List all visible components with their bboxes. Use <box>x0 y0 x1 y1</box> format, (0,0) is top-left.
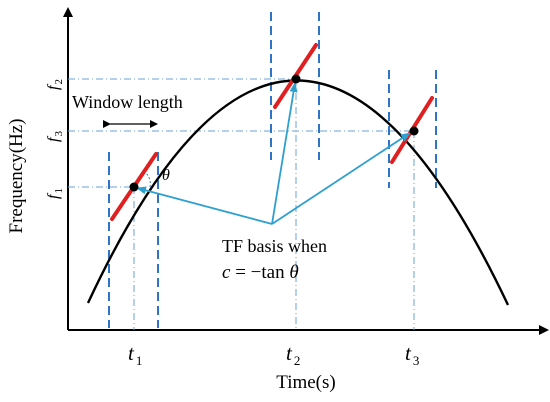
y-tick-f3: f3 <box>45 131 65 142</box>
x-axis-label: Time(s) <box>276 372 335 393</box>
theta-label: θ <box>162 167 170 184</box>
window-lines <box>108 12 437 328</box>
window-length-label: Window length <box>72 92 183 112</box>
point-t1 <box>129 182 139 192</box>
theta-arc <box>144 171 151 188</box>
y-tick-f1: f1 <box>45 188 65 199</box>
tf-points <box>129 74 419 192</box>
point-t2 <box>291 74 301 84</box>
point-t3 <box>409 126 419 136</box>
y-tick-f2: f2 <box>45 79 65 90</box>
guide-lines <box>68 78 415 330</box>
tf-basis-equation: c = −tan θ <box>222 262 299 283</box>
tf-basis-label: TF basis when <box>222 236 327 256</box>
y-axis-label: Frequency(Hz) <box>6 118 27 233</box>
tf-basis-arrows <box>136 82 411 225</box>
